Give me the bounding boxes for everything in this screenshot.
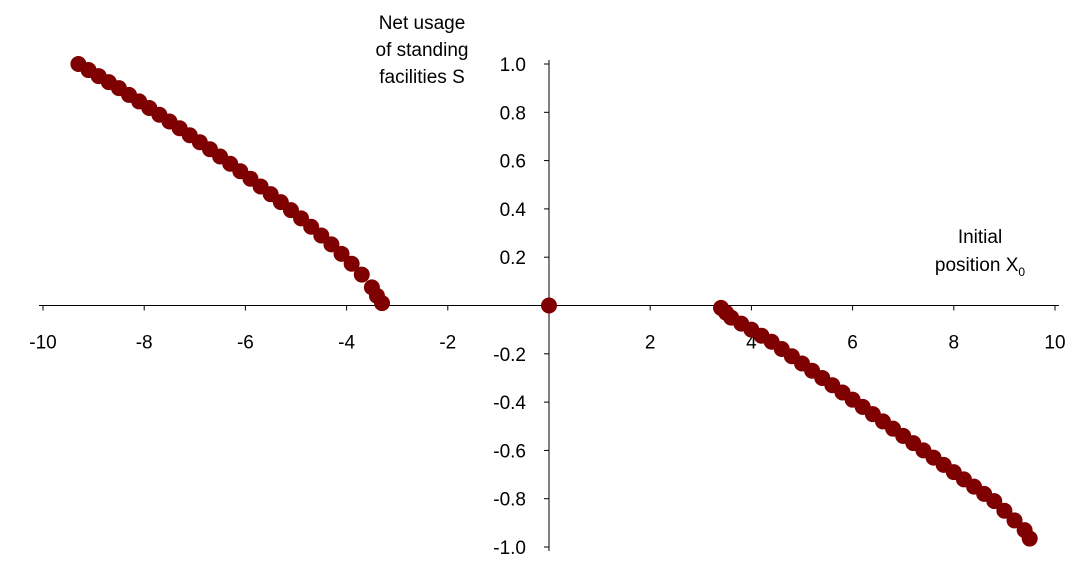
data-points	[70, 56, 1038, 547]
data-point	[1021, 530, 1038, 547]
x-axis-title-subscript: 0	[1018, 265, 1025, 279]
data-point	[323, 236, 340, 253]
data-point	[996, 502, 1013, 519]
y-axis-title-line-3: facilities S	[379, 67, 465, 88]
x-tick-labels: -10 -8 -6 -4 -2 2 4 6 8 10	[29, 333, 1065, 354]
x-tick-label: -6	[237, 333, 254, 354]
data-point	[374, 295, 391, 312]
x-tick-marks	[42, 305, 1056, 311]
y-tick-label: -0.2	[493, 345, 526, 366]
x-tick-label: -10	[29, 333, 56, 354]
data-point	[1006, 512, 1023, 529]
y-tick-label: -1.0	[493, 538, 526, 559]
x-tick-label: -8	[136, 333, 153, 354]
y-tick-label: 0.4	[500, 200, 527, 221]
x-tick-label: 2	[645, 333, 656, 354]
y-tick-label: 1.0	[500, 55, 526, 76]
data-point	[343, 255, 360, 272]
data-point	[353, 266, 370, 283]
x-tick-label: -2	[439, 333, 456, 354]
x-tick-label: 4	[746, 333, 757, 354]
y-tick-label: 0.8	[500, 103, 526, 124]
y-tick-labels: 1.0 0.8 0.6 0.4 0.2 -0.2 -0.4 -0.6 -0.8 -1.0	[493, 55, 526, 559]
y-tick-label: -0.4	[493, 393, 526, 414]
x-axis-title-text: position X	[935, 255, 1019, 276]
x-tick-label: 8	[949, 333, 960, 354]
data-point	[333, 245, 350, 262]
x-tick-label: 10	[1044, 333, 1065, 354]
x-tick-label: -4	[338, 333, 355, 354]
y-tick-label: 0.2	[500, 248, 526, 269]
x-axis-title-line-1: Initial	[958, 227, 1002, 248]
y-tick-label: 0.6	[500, 152, 526, 173]
y-tick-label: -0.8	[493, 490, 526, 511]
x-tick-label: 6	[847, 333, 858, 354]
y-tick-marks	[544, 63, 549, 548]
data-point	[541, 297, 557, 314]
data-point	[986, 493, 1003, 510]
x-axis-title-line-2: position X0	[935, 255, 1025, 279]
y-axis-title-line-1: Net usage	[379, 13, 466, 34]
y-tick-label: -0.6	[493, 441, 526, 462]
y-axis-title-line-2: of standing	[376, 40, 469, 61]
